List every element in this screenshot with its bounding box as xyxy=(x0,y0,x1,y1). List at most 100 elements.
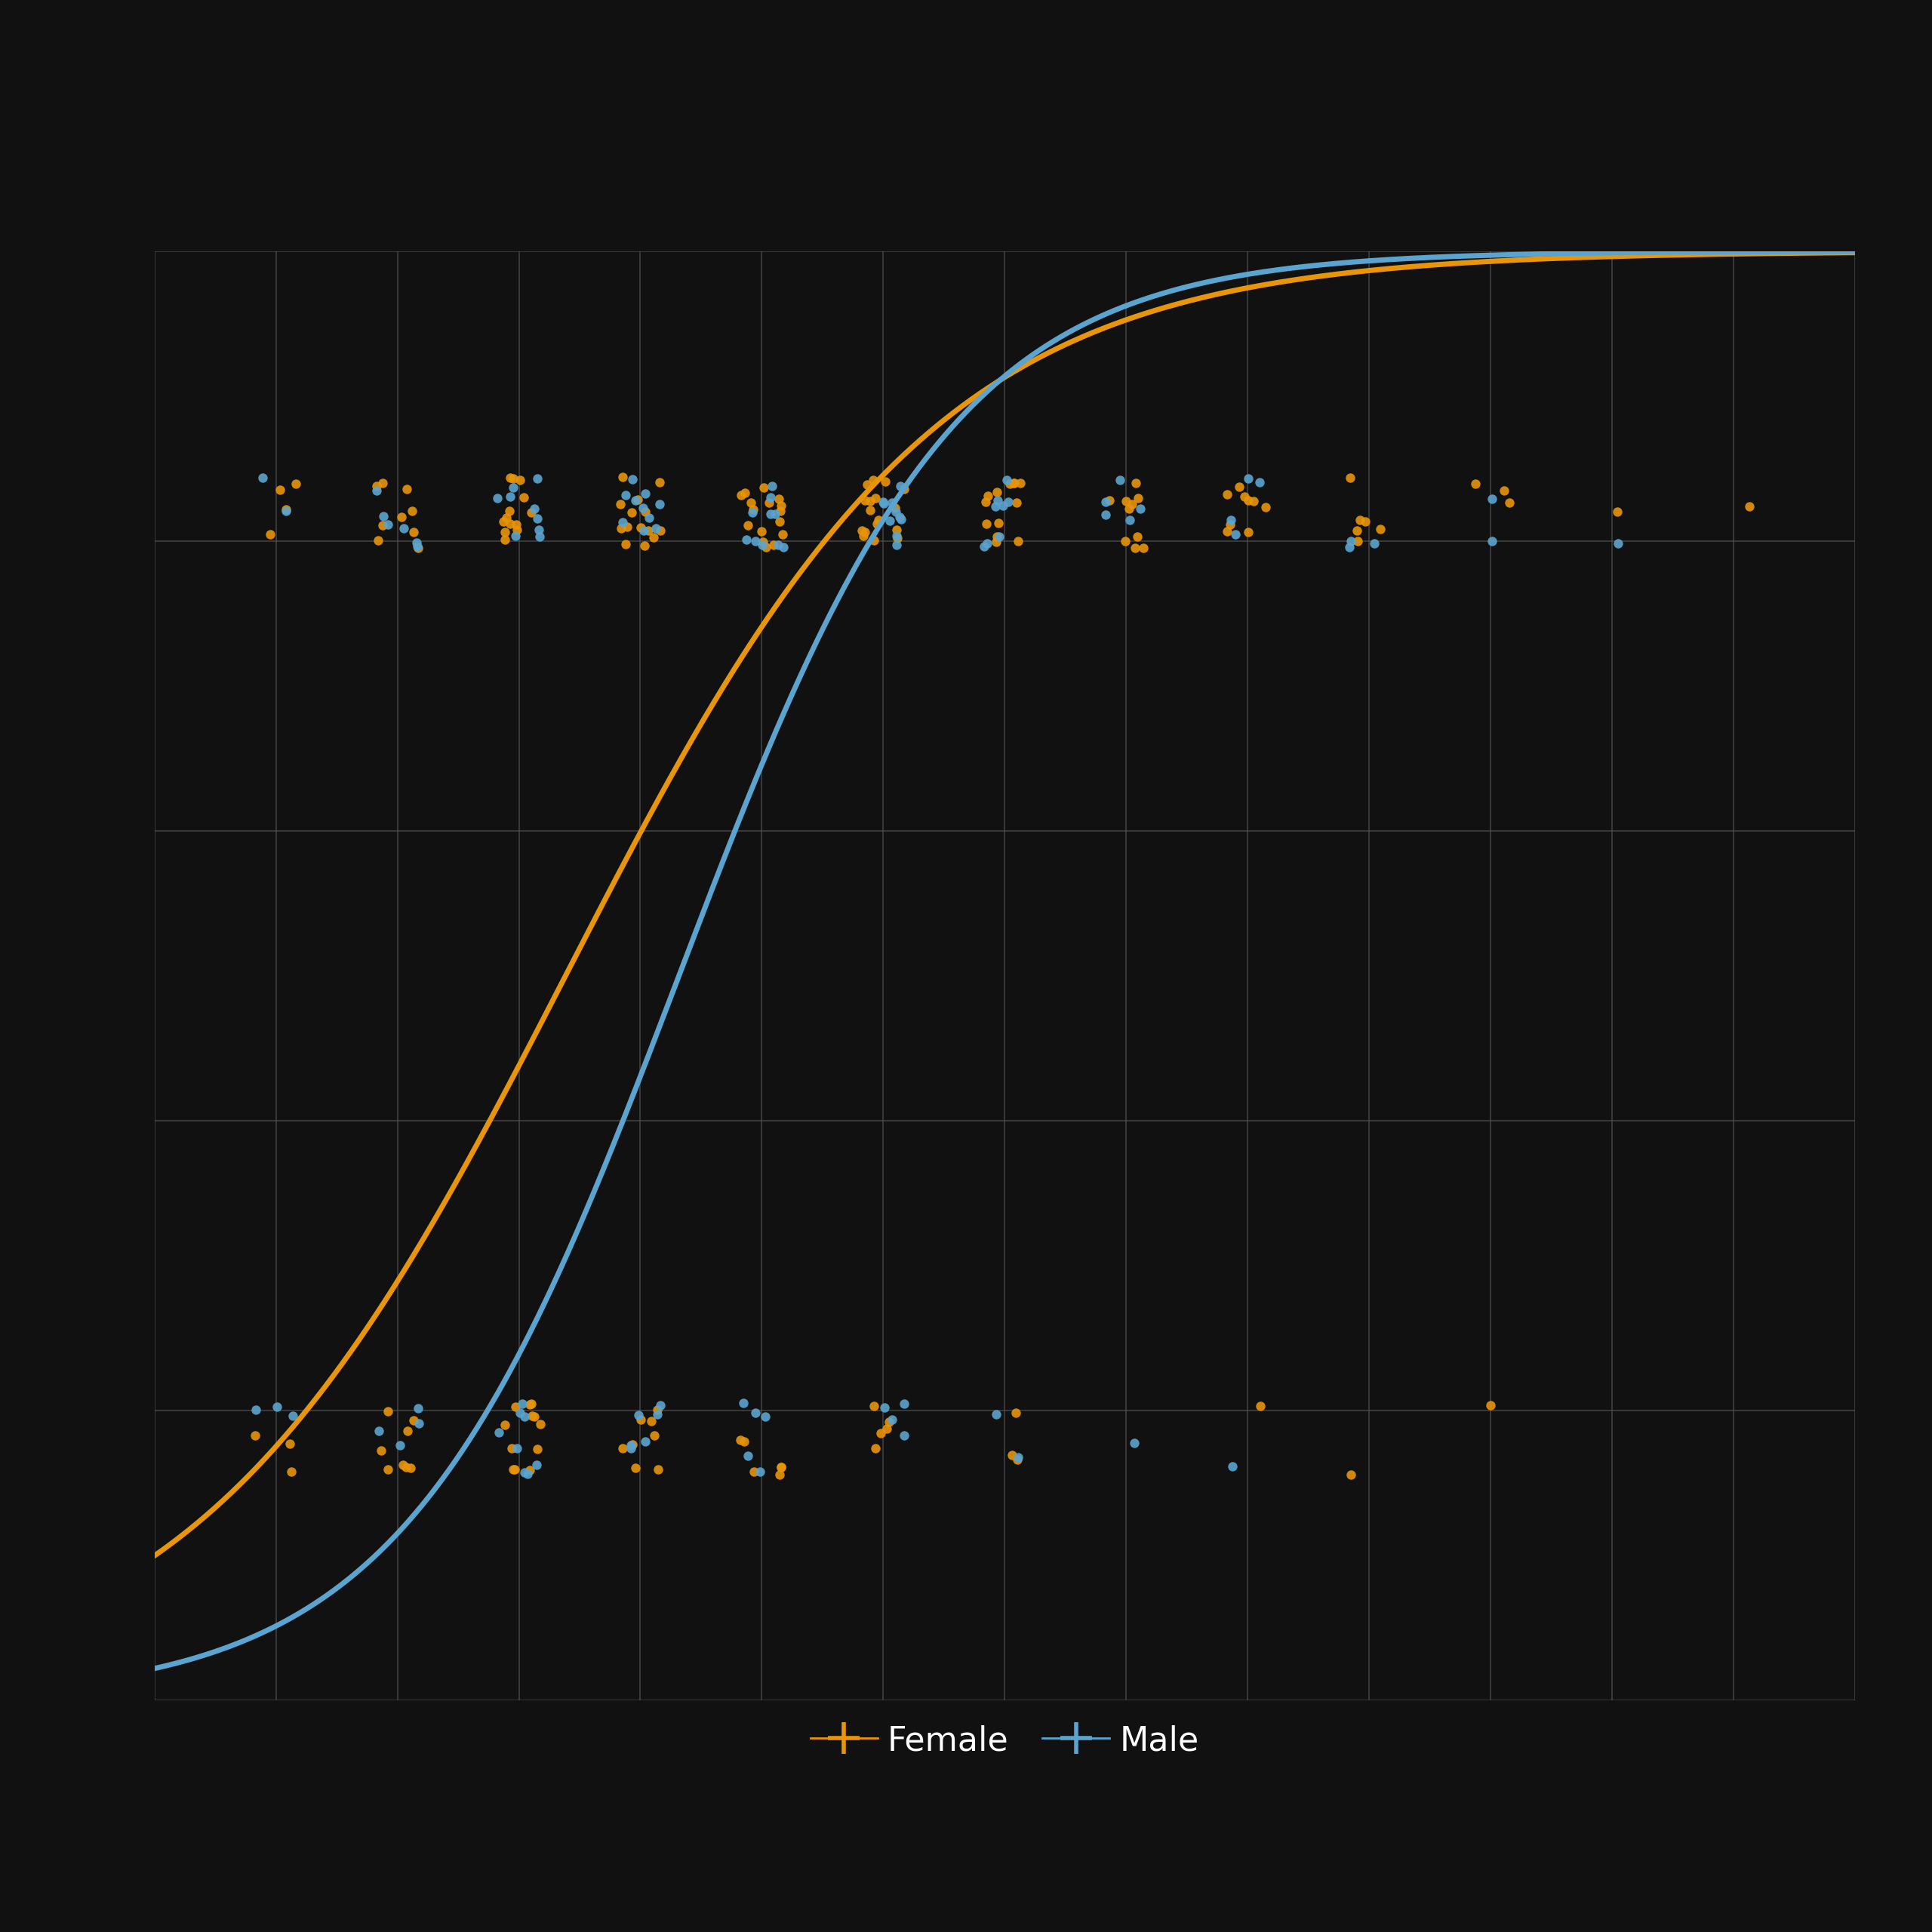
Point xyxy=(1113,493,1144,524)
Point xyxy=(759,529,790,560)
Point xyxy=(396,1453,427,1484)
Point xyxy=(630,477,661,508)
Point xyxy=(502,514,533,545)
Point xyxy=(885,471,916,502)
Point xyxy=(1233,516,1264,547)
Point xyxy=(495,495,526,526)
Point xyxy=(1003,1441,1034,1472)
Point xyxy=(1364,514,1395,545)
Point xyxy=(240,1420,270,1451)
Point xyxy=(500,1391,531,1422)
Point xyxy=(255,520,286,551)
Point xyxy=(365,1435,396,1466)
Point xyxy=(750,1401,781,1432)
Point xyxy=(504,464,535,495)
Point xyxy=(491,502,522,533)
Point xyxy=(1115,504,1146,535)
Point xyxy=(1238,485,1269,516)
Point xyxy=(854,487,885,518)
Point xyxy=(361,469,392,500)
Point xyxy=(869,466,900,497)
Point xyxy=(980,491,1010,522)
Point xyxy=(1003,526,1034,556)
Point xyxy=(634,502,665,533)
Point xyxy=(367,510,398,541)
Point xyxy=(622,1399,653,1430)
Point xyxy=(1005,468,1036,498)
Point xyxy=(508,1401,539,1432)
Point xyxy=(867,489,898,520)
Point xyxy=(765,491,796,522)
Point xyxy=(280,468,311,498)
Point xyxy=(981,527,1012,558)
Point xyxy=(508,481,539,512)
Point xyxy=(1476,483,1507,514)
Point xyxy=(622,485,653,516)
Point xyxy=(995,468,1026,498)
Point xyxy=(765,1451,796,1482)
Point xyxy=(516,1389,547,1420)
Point xyxy=(502,1434,533,1464)
Point xyxy=(879,493,910,524)
Point xyxy=(848,520,879,551)
Point xyxy=(730,524,761,554)
Point xyxy=(858,524,889,554)
Point xyxy=(1119,1428,1150,1459)
Point xyxy=(881,529,912,560)
Point xyxy=(522,464,553,495)
Point xyxy=(270,495,301,526)
Point xyxy=(270,495,301,526)
Point xyxy=(972,481,1003,512)
Point xyxy=(1217,1451,1248,1482)
Point xyxy=(612,510,643,541)
Point xyxy=(639,512,670,543)
Point xyxy=(620,485,651,516)
Point xyxy=(1488,475,1519,506)
Point xyxy=(869,1391,900,1422)
Point xyxy=(1090,487,1121,518)
Point xyxy=(755,498,786,529)
Point xyxy=(643,489,674,520)
Point xyxy=(367,500,398,531)
Point xyxy=(1122,483,1153,514)
Point xyxy=(396,497,427,527)
Point xyxy=(274,1428,305,1459)
Point xyxy=(1493,487,1524,518)
Point xyxy=(1003,1443,1034,1474)
Point xyxy=(373,510,404,541)
Point xyxy=(726,479,757,510)
Point xyxy=(850,485,881,516)
Point xyxy=(361,475,392,506)
Point xyxy=(639,1420,670,1451)
Point xyxy=(261,1391,292,1422)
Point xyxy=(489,524,520,554)
Point xyxy=(634,516,665,547)
Point xyxy=(614,1430,645,1461)
Point xyxy=(765,1451,796,1482)
Point xyxy=(620,1453,651,1484)
Point xyxy=(767,531,798,562)
Point xyxy=(993,487,1024,518)
Point xyxy=(506,1389,537,1420)
Point xyxy=(757,471,788,502)
Point xyxy=(514,1389,545,1420)
Point xyxy=(605,489,636,520)
Point xyxy=(885,504,916,535)
Point xyxy=(404,1408,435,1439)
Point xyxy=(1117,489,1148,520)
Point xyxy=(522,502,553,533)
Point xyxy=(607,1434,638,1464)
Point xyxy=(1211,479,1242,510)
Point xyxy=(1335,1459,1366,1490)
Point xyxy=(1345,504,1376,535)
Point xyxy=(1229,481,1260,512)
Point xyxy=(875,506,906,537)
Point xyxy=(871,1412,902,1443)
Point xyxy=(999,468,1030,498)
Point xyxy=(748,529,779,560)
Point xyxy=(524,514,554,545)
Point xyxy=(1250,491,1281,522)
Point xyxy=(1341,516,1372,547)
Point xyxy=(495,481,526,512)
Point xyxy=(388,1449,419,1480)
